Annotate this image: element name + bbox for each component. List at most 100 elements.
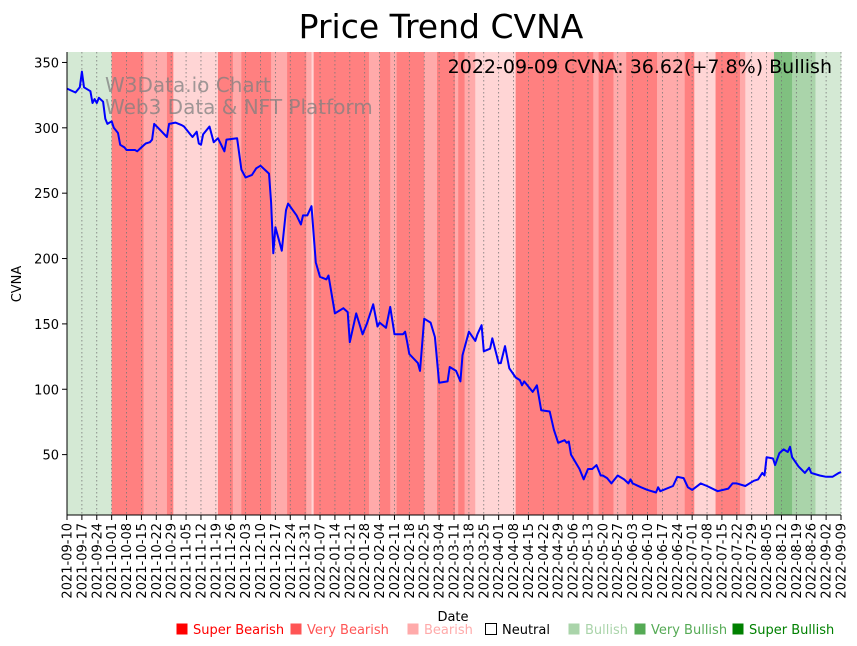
band-super-bearish	[241, 52, 272, 515]
band-very-bearish	[613, 52, 627, 515]
legend-label-bullish: Bullish	[585, 623, 628, 638]
band-very-bearish	[464, 52, 476, 515]
band-super-bearish	[287, 52, 307, 515]
x-tick-label: 2021-09-10	[61, 523, 76, 599]
band-very-bearish	[593, 52, 599, 515]
x-tick-label: 2022-09-09	[835, 523, 850, 599]
watermark-line-1: W3Data.io Chart	[105, 73, 271, 97]
x-tick-label: 2022-01-14	[328, 523, 343, 599]
y-tick-label: 200	[34, 253, 59, 268]
band-bullish	[815, 52, 842, 515]
legend-swatch-bearish	[407, 623, 419, 635]
band-very-bearish	[368, 52, 380, 515]
band-super-bearish	[515, 52, 594, 515]
x-tick-label: 2021-10-22	[150, 523, 165, 599]
band-super-bullish	[774, 52, 793, 515]
legend-swatch-very-bearish	[290, 623, 302, 635]
x-tick-label: 2021-12-03	[239, 523, 254, 599]
x-tick-label: 2021-09-17	[75, 523, 90, 599]
x-tick-label: 2022-06-03	[626, 523, 641, 599]
band-super-bearish	[598, 52, 614, 515]
x-tick-label: 2021-12-24	[284, 523, 299, 599]
chart-title: Price Trend CVNA	[299, 7, 584, 46]
band-bearish	[475, 52, 516, 515]
y-tick-label: 50	[42, 449, 59, 464]
x-tick-label: 2021-10-29	[165, 523, 180, 599]
band-super-bearish	[396, 52, 425, 515]
y-tick-label: 250	[34, 187, 59, 202]
x-tick-label: 2022-08-12	[775, 523, 790, 599]
x-tick-label: 2021-10-08	[120, 523, 135, 599]
band-very-bearish	[390, 52, 397, 515]
band-very-bearish	[306, 52, 312, 515]
x-tick-label: 2022-08-26	[805, 523, 820, 599]
x-tick-label: 2021-11-19	[209, 523, 224, 599]
x-tick-label: 2021-09-24	[90, 523, 105, 599]
band-super-bearish	[684, 52, 695, 515]
axes: 2021-09-10 2021-09-17 2021-09-24 2021-10-01…	[34, 52, 850, 599]
x-tick-label: 2022-06-10	[641, 523, 656, 599]
band-super-bearish	[458, 52, 465, 515]
band-bearish	[173, 52, 219, 515]
legend-swatch-bullish	[568, 623, 580, 635]
x-tick-label: 2022-07-29	[745, 523, 760, 599]
x-tick-label: 2021-12-31	[299, 523, 314, 599]
x-tick-label: 2022-08-19	[790, 523, 805, 599]
x-tick-label: 2022-06-17	[656, 523, 671, 599]
legend-label-bearish: Bearish	[424, 623, 473, 638]
x-grid	[66, 52, 842, 515]
band-bearish	[745, 52, 775, 515]
x-tick-label: 2021-11-26	[224, 523, 239, 599]
band-super-bearish	[217, 52, 234, 515]
band-super-bearish	[715, 52, 741, 515]
y-tick-label: 150	[34, 318, 59, 333]
x-tick-label: 2022-03-18	[462, 523, 477, 599]
x-tick-label: 2021-11-12	[194, 523, 209, 599]
x-tick-label: 2022-07-15	[715, 523, 730, 599]
legend-label-very-bullish: Very Bullish	[651, 623, 727, 638]
x-tick-label: 2022-05-27	[611, 523, 626, 599]
x-tick-label: 2022-06-24	[671, 523, 686, 599]
band-very-bearish	[143, 52, 168, 515]
x-tick-label: 2022-01-21	[343, 523, 358, 599]
band-super-bearish	[436, 52, 456, 515]
x-tick-label: 2022-05-06	[567, 523, 582, 599]
x-tick-label: 2022-04-01	[492, 523, 507, 599]
x-axis-label: Date	[437, 610, 468, 625]
x-tick-label: 2022-07-08	[701, 523, 716, 599]
x-tick-label: 2022-08-05	[760, 523, 775, 599]
x-tick-label: 2022-01-28	[358, 523, 373, 599]
x-tick-label: 2022-04-29	[552, 523, 567, 599]
legend-swatch-super-bullish	[732, 623, 744, 635]
band-very-bearish	[455, 52, 459, 515]
legend-label-very-bearish: Very Bearish	[307, 623, 389, 638]
band-super-bearish	[626, 52, 658, 515]
x-tick-label: 2022-01-07	[314, 523, 329, 599]
band-super-bearish	[313, 52, 370, 515]
band-very-bearish	[271, 52, 288, 515]
latest-annotation: 2022-09-09 CVNA: 36.62(+7.8%) Bullish	[448, 56, 832, 78]
legend-swatch-very-bullish	[634, 623, 646, 635]
legend-swatch-neutral	[485, 623, 497, 635]
band-very-bearish	[657, 52, 686, 515]
y-tick-label: 350	[34, 56, 59, 71]
x-tick-label: 2022-07-22	[730, 523, 745, 599]
x-tick-label: 2022-05-20	[596, 523, 611, 599]
x-tick-label: 2021-11-05	[180, 523, 195, 599]
y-axis-label: CVNA	[10, 266, 25, 303]
x-tick-label: 2021-10-15	[135, 523, 150, 599]
band-bullish	[67, 52, 112, 515]
x-tick-label: 2022-02-25	[418, 523, 433, 599]
legend-label-neutral: Neutral	[502, 623, 550, 638]
band-very-bearish	[739, 52, 746, 515]
watermark-line-2: Web3 Data & NFT Platform	[105, 95, 373, 119]
band-super-bearish	[166, 52, 174, 515]
x-tick-label: 2021-12-10	[254, 523, 269, 599]
band-very-bullish	[792, 52, 816, 515]
x-tick-label: 2022-04-22	[537, 523, 552, 599]
x-tick-label: 2022-05-13	[581, 523, 596, 599]
x-tick-label: 2022-04-08	[507, 523, 522, 599]
x-tick-label: 2022-07-01	[686, 523, 701, 599]
x-tick-label: 2022-02-18	[403, 523, 418, 599]
